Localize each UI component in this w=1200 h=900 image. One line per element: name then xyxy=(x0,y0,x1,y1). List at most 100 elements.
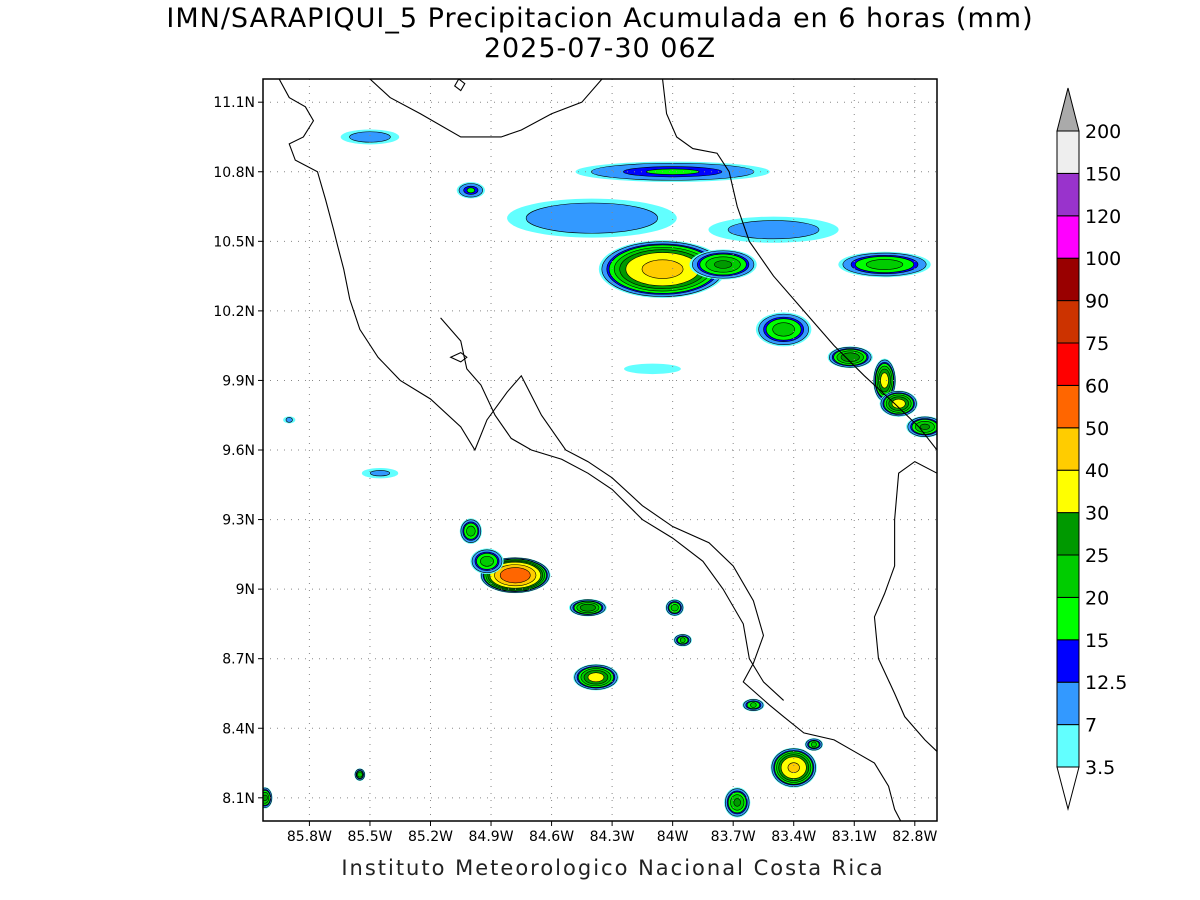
lat-tick-label: 8.7N xyxy=(222,652,255,668)
precip-contour xyxy=(587,672,605,683)
precip-cell xyxy=(838,251,931,278)
precip-cell xyxy=(665,599,684,617)
precip-cell xyxy=(827,346,873,369)
colorbar-segment xyxy=(1056,681,1080,726)
precip-contour xyxy=(714,260,733,269)
lon-tick-label: 84.3W xyxy=(590,829,635,845)
precip-contour xyxy=(624,363,681,375)
precip-contour xyxy=(641,259,684,279)
precip-contour xyxy=(840,352,860,362)
lat-tick-label: 9N xyxy=(236,582,255,598)
precip-cell xyxy=(804,738,824,751)
colorbar-segment xyxy=(1056,596,1080,641)
precip-contour xyxy=(499,567,531,584)
lat-tick-label: 10.2N xyxy=(213,304,255,320)
map-title: IMN/SARAPIQUI_5 Precipitacion Acumulada … xyxy=(166,3,1034,34)
precip-field xyxy=(263,129,937,818)
precip-cell xyxy=(742,698,765,712)
colorbar-segment xyxy=(1056,172,1080,217)
colorbar-segment xyxy=(1056,300,1080,344)
precip-cell xyxy=(708,216,839,243)
colorbar-label: 75 xyxy=(1085,333,1109,355)
colorbar-label: 12.5 xyxy=(1085,672,1127,694)
colorbar: 3.5 7 12.5 15 20 25 30 40 50 60 75 90 100 120 150 200 xyxy=(1056,87,1127,811)
colorbar-segment xyxy=(1056,639,1080,683)
lat-tick-label: 8.4N xyxy=(222,721,255,737)
lat-tick-label: 10.8N xyxy=(213,165,255,181)
precip-cell xyxy=(673,633,692,647)
island-outline xyxy=(453,79,466,92)
precip-contour xyxy=(349,131,391,143)
lat-tick-label: 9.3N xyxy=(222,513,255,529)
colorbar-segment xyxy=(1056,384,1080,429)
colorbar-label: 150 xyxy=(1085,163,1121,185)
lat-tick-label: 11.1N xyxy=(213,95,255,111)
colorbar-segment xyxy=(1056,215,1080,259)
precip-cell xyxy=(879,390,918,417)
precip-cell xyxy=(456,182,485,199)
colorbar-label: 100 xyxy=(1085,248,1121,270)
colorbar-label: 120 xyxy=(1085,206,1121,228)
colorbar-segment xyxy=(1056,469,1080,514)
precip-contour xyxy=(525,202,659,234)
lon-tick-label: 85.5W xyxy=(347,829,392,845)
coastline-path xyxy=(873,460,937,752)
precip-cell xyxy=(689,249,757,280)
colorbar-label: 90 xyxy=(1085,291,1109,313)
lat-tick-label: 9.6N xyxy=(222,443,255,459)
precip-contour xyxy=(733,798,741,807)
precip-contour xyxy=(787,762,800,773)
coastline-path xyxy=(440,317,785,701)
precip-contour xyxy=(811,741,817,748)
precip-contour xyxy=(865,259,904,270)
colorbar-label: 25 xyxy=(1085,545,1109,567)
precip-cell xyxy=(573,664,619,691)
precip-contour xyxy=(679,637,686,643)
coastline-path xyxy=(278,79,902,821)
colorbar-label: 30 xyxy=(1085,503,1109,525)
colorbar-segment xyxy=(1056,342,1080,386)
colorbar-segment xyxy=(1056,257,1080,302)
precip-cell xyxy=(624,363,681,375)
colorbar-label: 40 xyxy=(1085,460,1109,482)
precip-cell xyxy=(598,240,727,298)
coastline-path xyxy=(369,79,603,138)
lon-tick-label: 85.8W xyxy=(287,829,332,845)
colorbar-label: 20 xyxy=(1085,587,1109,609)
precip-contour xyxy=(480,555,494,567)
precip-cell xyxy=(361,467,399,479)
colorbar-label: 60 xyxy=(1085,375,1109,397)
precip-contour xyxy=(772,322,795,337)
precip-contour xyxy=(750,702,757,708)
lon-tick-label: 84W xyxy=(657,829,689,845)
precip-cell xyxy=(354,768,366,781)
lon-tick-label: 84.9W xyxy=(469,829,514,845)
precip-cell xyxy=(459,518,482,544)
precip-cell xyxy=(507,198,677,238)
precip-cell xyxy=(755,312,812,347)
colorbar-segment xyxy=(1056,130,1080,174)
lon-tick-label: 82.8W xyxy=(892,829,937,845)
lat-tick-label: 10.5N xyxy=(213,234,255,250)
colorbar-top-arrow xyxy=(1056,87,1080,132)
colorbar-segment xyxy=(1056,724,1080,768)
coastline xyxy=(278,79,937,821)
precip-contour xyxy=(919,423,931,430)
map-subtitle-date: 2025-07-30 06Z xyxy=(483,33,717,64)
lon-tick-label: 83.4W xyxy=(771,829,816,845)
credit-text: Instituto Meteorologico Nacional Costa R… xyxy=(341,856,885,880)
precip-contour xyxy=(727,220,820,240)
colorbar-label: 3.5 xyxy=(1085,757,1115,779)
lon-tick-label: 83.1W xyxy=(832,829,877,845)
lat-tick-label: 8.1N xyxy=(222,791,255,807)
precip-contour xyxy=(670,604,679,612)
axis-labels: 11.1N 10.8N 10.5N 10.2N 9.9N 9.6N 9.3N 9N 8.7N 8.… xyxy=(213,95,937,845)
precip-cell xyxy=(770,747,817,788)
precip-contour xyxy=(645,168,700,175)
colorbar-label: 15 xyxy=(1085,630,1109,652)
island-outline xyxy=(449,351,468,363)
colorbar-label: 50 xyxy=(1085,418,1109,440)
precip-contour xyxy=(357,771,363,778)
colorbar-segment xyxy=(1056,512,1080,556)
